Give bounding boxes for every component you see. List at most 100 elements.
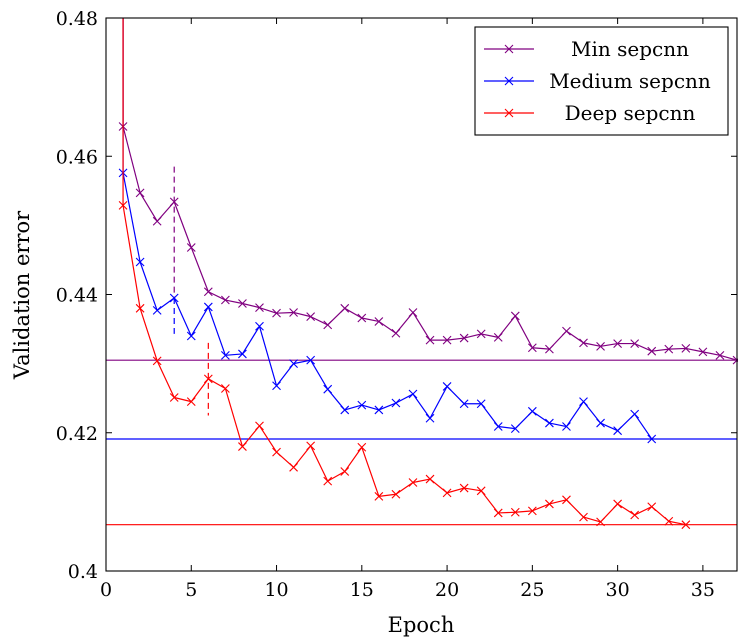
data-point <box>374 317 384 326</box>
data-point <box>476 399 486 409</box>
data-point <box>493 508 503 518</box>
data-point <box>510 507 520 517</box>
data-point <box>255 421 264 431</box>
x-tick-label: 15 <box>350 579 374 601</box>
data-point <box>306 355 316 365</box>
data-point <box>562 326 571 336</box>
y-tick-label: 0.42 <box>56 423 98 445</box>
data-point <box>323 384 333 394</box>
data-point <box>340 303 350 313</box>
data-point <box>357 313 367 323</box>
data-point <box>272 381 281 391</box>
data-point <box>238 442 247 451</box>
data-point <box>715 350 725 360</box>
data-point <box>647 434 657 444</box>
data-point <box>647 346 657 356</box>
data-point <box>459 333 469 343</box>
data-point <box>220 295 230 305</box>
data-point <box>169 293 179 303</box>
data-point <box>186 397 196 407</box>
data-point <box>255 321 264 331</box>
data-point <box>510 424 520 433</box>
data-point <box>579 338 588 348</box>
legend-marker-medium-sepcnn <box>504 76 514 86</box>
data-point <box>459 399 469 409</box>
data-point <box>596 517 605 527</box>
data-point <box>562 422 571 431</box>
data-point <box>374 491 384 501</box>
data-point <box>272 447 281 457</box>
data-point <box>340 405 350 415</box>
series-lines <box>118 18 738 530</box>
data-point <box>527 406 537 416</box>
data-point <box>562 495 571 505</box>
data-point <box>135 303 145 313</box>
data-point <box>391 328 401 338</box>
data-point <box>391 489 401 499</box>
data-point <box>545 344 554 354</box>
data-point <box>442 335 452 345</box>
x-axis-label: Epoch <box>388 613 455 637</box>
data-point <box>493 422 503 431</box>
baselines <box>106 359 737 526</box>
legend: Min sepcnn Medium sepcnn Deep sepcnn <box>474 26 729 136</box>
data-point <box>152 216 162 226</box>
y-axis-label: Validation error <box>10 210 34 380</box>
dashed-markers <box>173 166 209 416</box>
x-tick-label: 0 <box>100 579 112 601</box>
data-point <box>408 389 418 399</box>
y-tick-label: 0.4 <box>68 561 98 583</box>
data-point <box>203 287 213 297</box>
data-point <box>630 510 640 520</box>
x-tick-label: 20 <box>435 579 459 601</box>
data-point <box>169 197 179 207</box>
data-point <box>272 308 281 318</box>
data-point <box>613 426 623 436</box>
data-point <box>220 350 230 360</box>
data-point <box>186 243 196 252</box>
data-point <box>255 303 264 313</box>
data-point <box>647 502 657 512</box>
data-point <box>238 299 247 308</box>
data-point <box>613 499 623 509</box>
data-point <box>220 384 230 393</box>
legend-marker-deep-sepcnn <box>504 108 514 118</box>
data-point <box>425 413 435 423</box>
data-point <box>357 400 367 410</box>
data-point <box>169 393 179 402</box>
data-point <box>408 478 418 487</box>
x-tick-label: 30 <box>606 579 630 601</box>
series-line-medium-sepcnn <box>122 172 653 440</box>
data-point <box>579 397 588 407</box>
data-point <box>681 344 691 353</box>
x-tick-label: 10 <box>264 579 288 601</box>
data-point <box>152 356 162 366</box>
data-point <box>476 329 486 339</box>
data-point <box>527 506 537 516</box>
data-point <box>357 442 367 452</box>
data-point <box>374 405 384 415</box>
series-line-deep-sepcnn <box>122 205 686 526</box>
x-tick-label: 35 <box>691 579 715 601</box>
data-point <box>203 302 213 312</box>
data-point <box>579 512 588 522</box>
data-point <box>493 332 503 342</box>
data-point <box>238 349 247 359</box>
data-point <box>425 335 435 345</box>
data-point <box>135 188 145 198</box>
data-point <box>152 306 162 315</box>
data-point <box>596 418 605 428</box>
data-point <box>681 520 691 530</box>
data-point <box>408 308 418 317</box>
data-point <box>340 467 350 476</box>
data-point <box>135 257 145 267</box>
data-point <box>664 516 674 526</box>
y-tick-label: 0.44 <box>56 285 98 307</box>
data-point <box>630 409 640 419</box>
legend-label-medium-sepcnn: Medium sepcnn <box>549 69 711 93</box>
data-point <box>527 343 537 353</box>
data-point <box>442 488 452 498</box>
x-tick-label: 5 <box>185 579 197 601</box>
ticks: 0 5 10 15 20 25 30 35 0.4 0.42 0.44 0.46 0.48 <box>56 8 737 601</box>
